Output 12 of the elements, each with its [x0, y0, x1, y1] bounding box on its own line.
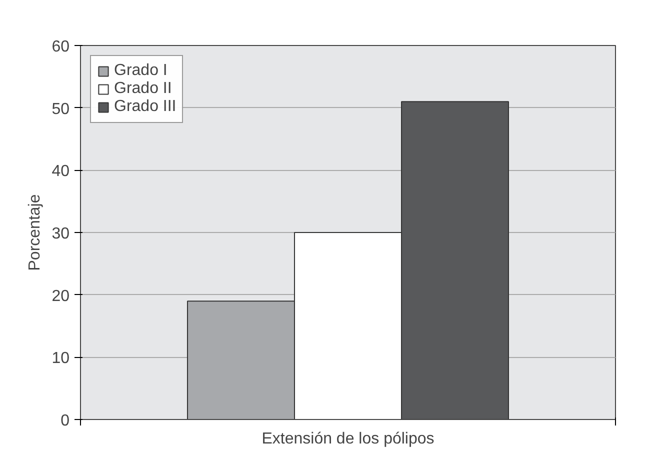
y-tick-label: 30 [52, 226, 70, 242]
y-tick-label: 40 [52, 163, 70, 180]
x-axis-title: Extensión de los pólipos [262, 430, 434, 448]
y-tick-label: 60 [52, 38, 70, 56]
legend-label: Grado II [114, 80, 172, 98]
y-tick-label: 50 [52, 100, 70, 118]
legend-label: Grado I [114, 62, 168, 80]
y-tick-label: 20 [52, 288, 70, 305]
legend-label: Grado III [114, 98, 176, 116]
y-tick-label: 10 [52, 350, 70, 368]
y-tick-label: 0 [60, 412, 70, 430]
y-axis-title: Porcentaje [26, 194, 44, 271]
